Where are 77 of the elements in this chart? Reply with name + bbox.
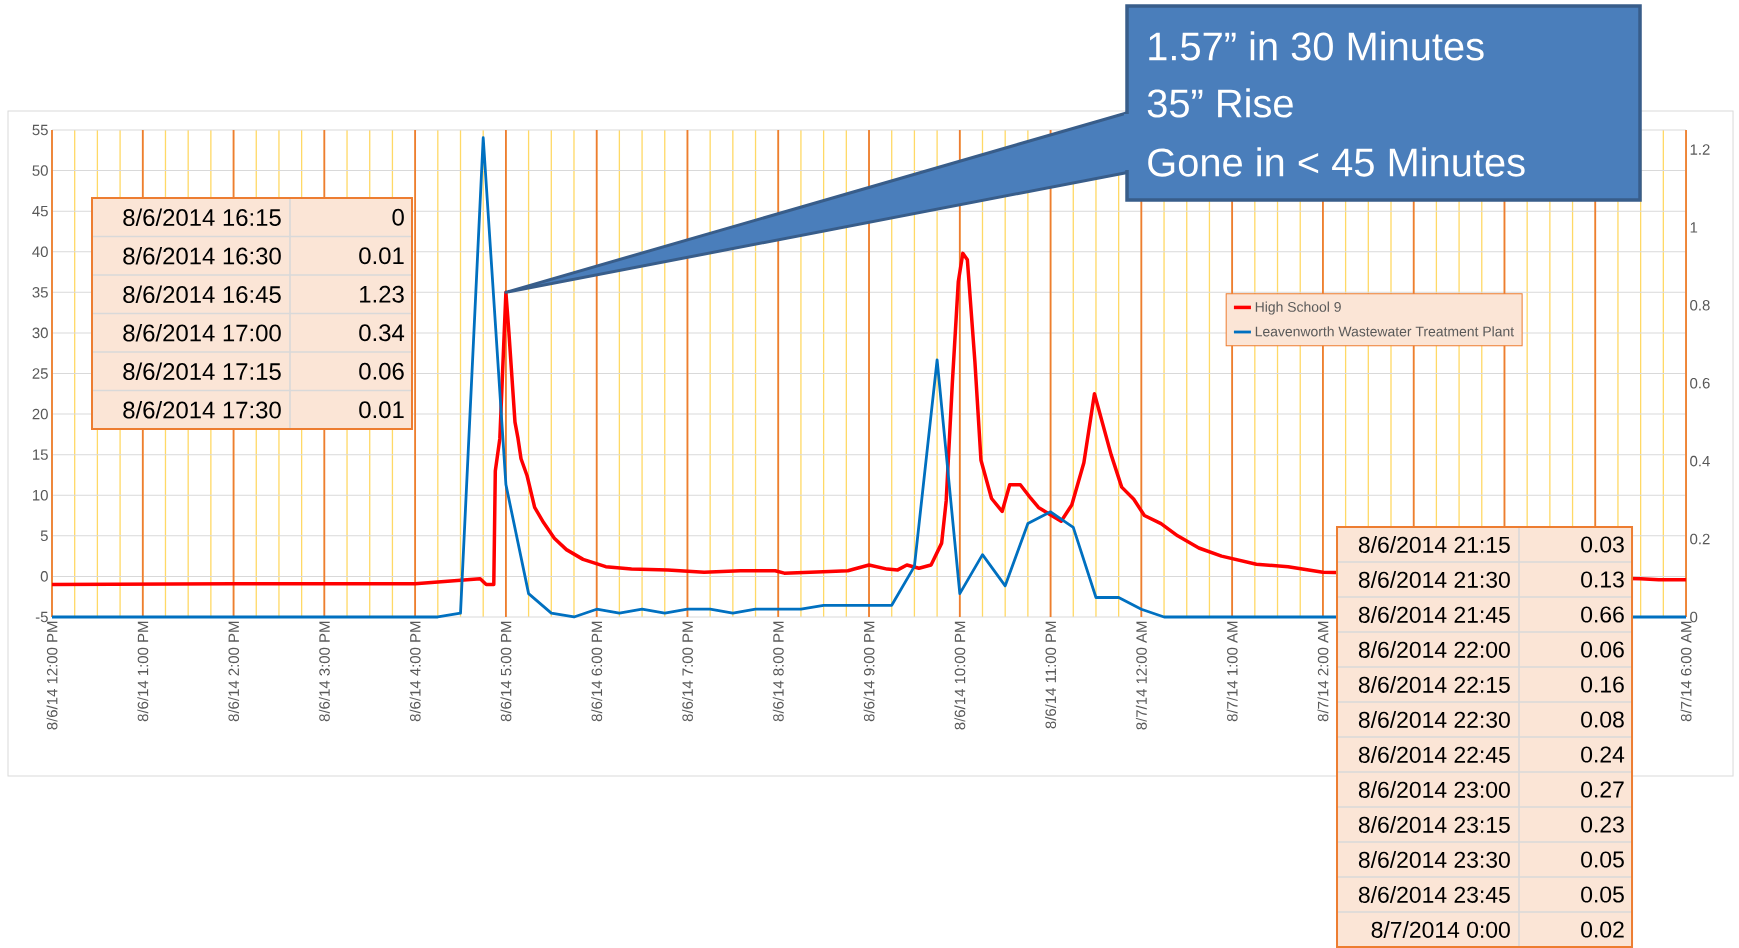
x-tick-label: 8/7/14 12:00 AM: [1135, 621, 1147, 730]
text: 0.05: [1581, 851, 1624, 868]
y2-tick-label: 1.2: [1690, 144, 1710, 155]
y-tick-label: 5: [40, 530, 48, 542]
x-tick-label: 8/6/14 8:00 PM: [772, 621, 784, 722]
text: 8/6/2014 23:15: [1358, 816, 1510, 833]
text: 1.57” in 30 Minutes: [1149, 31, 1484, 61]
y-tick-label: 30: [32, 327, 48, 339]
text: 8/6/2014 22:15: [1358, 676, 1510, 693]
x-tick-label: 8/7/14 6:00 AM: [1680, 621, 1692, 722]
annotation: 0.01: [359, 401, 404, 419]
x-tick-label: 8/6/14 7:00 PM: [681, 621, 693, 722]
annotation: 8/6/2014 16:45: [123, 285, 281, 304]
y-tick-label: 40: [32, 246, 48, 258]
x-tick-label: 8/7/14 2:00 AM: [1317, 621, 1329, 722]
text: 0.27: [1581, 781, 1624, 798]
annotation: Gone in < 45 Minutes: [1148, 147, 1525, 177]
annotation: 8/6/2014 16:30: [123, 246, 281, 265]
annotation: 0.34: [359, 324, 405, 342]
annotation: 8/6/2014 21:45: [1358, 606, 1510, 623]
text: 8/6/2014 22:30: [1358, 711, 1510, 728]
x-tick-label: 8/6/14 4:00 PM: [409, 621, 421, 722]
y-tick-label: 10: [33, 489, 48, 501]
annotation: 0.01: [359, 247, 404, 265]
x-tick-label: 8/6/14 6:00 PM: [591, 621, 603, 722]
x-tick-label: 8/6/14 11:00 PM: [1045, 621, 1057, 729]
y-tick-label: -5: [35, 611, 48, 623]
x-tick-label: 8/6/14 1:00 PM: [137, 621, 149, 722]
y2-tick-label: 0.6: [1690, 377, 1710, 389]
annotation: 8/6/2014 17:30: [123, 400, 281, 419]
y-tick-label: 20: [32, 408, 48, 420]
y-tick-label: 25: [32, 368, 48, 379]
y-tick-label: 55: [32, 124, 48, 136]
annotation: 8/6/2014 16:15: [123, 208, 281, 227]
legend-label: High School 9: [1255, 301, 1341, 315]
text: 35” Rise: [1147, 88, 1293, 118]
annotation: 0.03: [1581, 536, 1624, 553]
legend-label: Leavenworth Wastewater Treatment Plant: [1255, 326, 1514, 337]
text: 8/6/2014 23:30: [1358, 851, 1510, 868]
text: 8/6/2014 22:45: [1358, 746, 1510, 763]
text: 8/6/2014 23:45: [1358, 886, 1510, 903]
text: 8/7/2014 0:00: [1371, 921, 1510, 938]
x-tick-label: 8/6/14 10:00 PM: [954, 621, 966, 730]
y2-tick-label: 0.4: [1690, 455, 1710, 467]
annotation: 0: [392, 208, 404, 226]
x-tick-label: 8/6/14 12:00 PM: [46, 621, 58, 730]
y-tick-label: 0: [40, 571, 48, 582]
y-tick-label: 15: [33, 449, 48, 460]
text: 0.05: [1581, 886, 1624, 903]
annotation: 8/6/2014 21:15: [1358, 536, 1510, 553]
y-tick-label: 50: [32, 165, 48, 176]
annotation: 0.06: [359, 362, 404, 380]
y2-tick-label: 1: [1690, 222, 1698, 233]
text: 0.02: [1581, 921, 1624, 938]
x-tick-label: 8/6/14 5:00 PM: [500, 621, 512, 722]
text: 0.08: [1581, 711, 1624, 728]
annotation: 0.66: [1581, 606, 1624, 623]
text: 8/6/2014 23:00: [1358, 781, 1510, 798]
y2-tick-label: 0.8: [1690, 300, 1710, 311]
text: 0.06: [1581, 641, 1624, 658]
x-tick-label: 8/7/14 1:00 AM: [1226, 621, 1238, 722]
text: 8/6/2014 22:00: [1358, 641, 1510, 658]
annotation: 8/6/2014 21:30: [1358, 571, 1510, 588]
annotation: 8/6/2014 17:00: [123, 323, 281, 342]
annotation: 1.23: [360, 285, 404, 303]
y-tick-label: 45: [32, 205, 48, 217]
x-tick-label: 8/6/14 9:00 PM: [863, 621, 875, 722]
text: 0.24: [1581, 746, 1625, 763]
y2-tick-label: 0.2: [1690, 533, 1710, 545]
text: 0.16: [1581, 676, 1624, 693]
y2-tick-label: 0: [1690, 611, 1698, 623]
x-tick-label: 8/6/14 3:00 PM: [318, 621, 330, 722]
annotation: 0.13: [1581, 571, 1624, 588]
x-tick-label: 8/6/14 2:00 PM: [228, 621, 240, 722]
y-tick-label: 35: [32, 287, 48, 298]
text: 0.23: [1581, 816, 1624, 833]
annotation: 8/6/2014 17:15: [123, 362, 281, 381]
